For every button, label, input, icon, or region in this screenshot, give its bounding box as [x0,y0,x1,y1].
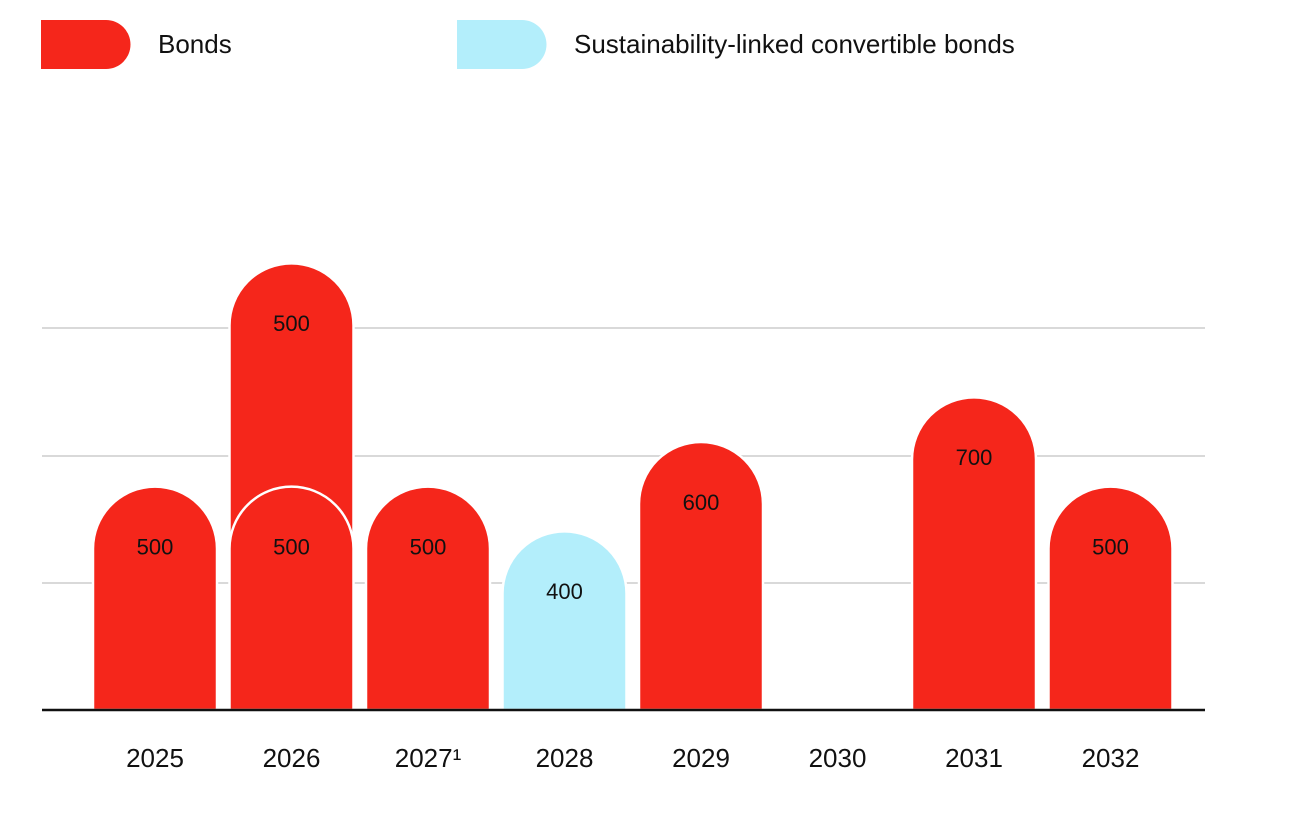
bar [637,440,765,712]
legend-label: Sustainability-linked convertible bonds [574,29,1015,59]
x-tick-label: 2028 [536,743,594,773]
bar [228,485,355,712]
bar [364,485,492,712]
bars: 500 500 500 500 400 600 700 500 [91,262,1174,712]
x-tick-label: 2031 [945,743,1003,773]
data-label: 700 [956,445,993,470]
bar [501,530,628,712]
x-tick-label: 2027¹ [395,743,462,773]
data-label: 500 [273,534,310,559]
x-tick-label: 2032 [1082,743,1140,773]
x-tick-label: 2029 [672,743,730,773]
legend-label: Bonds [158,29,232,59]
data-label: 500 [137,534,174,559]
data-label: 500 [410,534,447,559]
bar [910,396,1038,712]
data-label: 500 [1092,534,1129,559]
data-label: 500 [273,311,310,336]
bar [228,262,355,550]
legend-swatch [41,20,131,69]
bar [1047,485,1174,712]
x-tick-label: 2026 [263,743,321,773]
bar [91,485,219,712]
legend-swatch [457,20,547,69]
data-label: 400 [546,579,583,604]
x-tick-label: 2025 [126,743,184,773]
data-label: 600 [683,490,720,515]
x-tick-label: 2030 [809,743,867,773]
